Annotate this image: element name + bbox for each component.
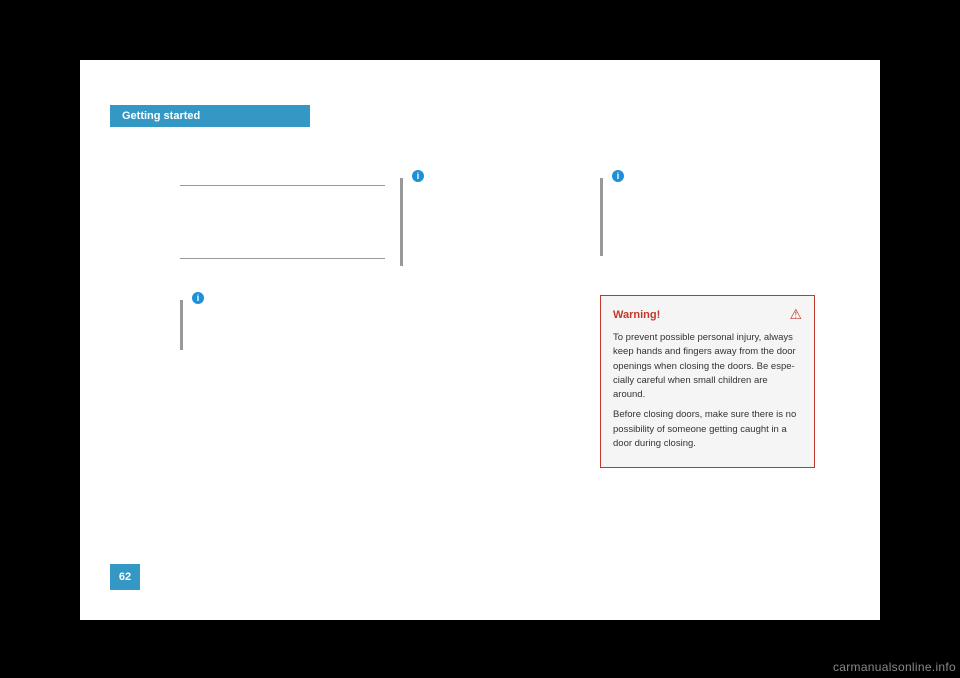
divider-line — [180, 258, 385, 259]
page-number: 62 — [110, 564, 140, 590]
info-icon: i — [412, 170, 424, 182]
warning-box: Warning! ⚠ To prevent possible personal … — [600, 295, 815, 468]
watermark: carmanualsonline.info — [833, 660, 956, 674]
info-icon: i — [192, 292, 204, 304]
manual-page: Getting started placeholder text line on… — [80, 60, 880, 620]
section-header: Getting started — [110, 105, 310, 127]
info-block: placeholder — [400, 178, 580, 266]
warning-title: Warning! — [613, 309, 660, 321]
section-title: Getting started — [122, 110, 200, 122]
info-block: placeholder text line one line two — [180, 300, 380, 350]
warning-header: Warning! ⚠ — [613, 306, 802, 323]
info-block: placeholder — [600, 178, 800, 256]
info-icon: i — [612, 170, 624, 182]
warning-paragraph: To prevent possible personal injury, alw… — [613, 331, 802, 402]
divider-line — [180, 185, 385, 186]
warning-triangle-icon: ⚠ — [789, 306, 802, 323]
warning-paragraph: Before closing doors, make sure there is… — [613, 408, 802, 451]
